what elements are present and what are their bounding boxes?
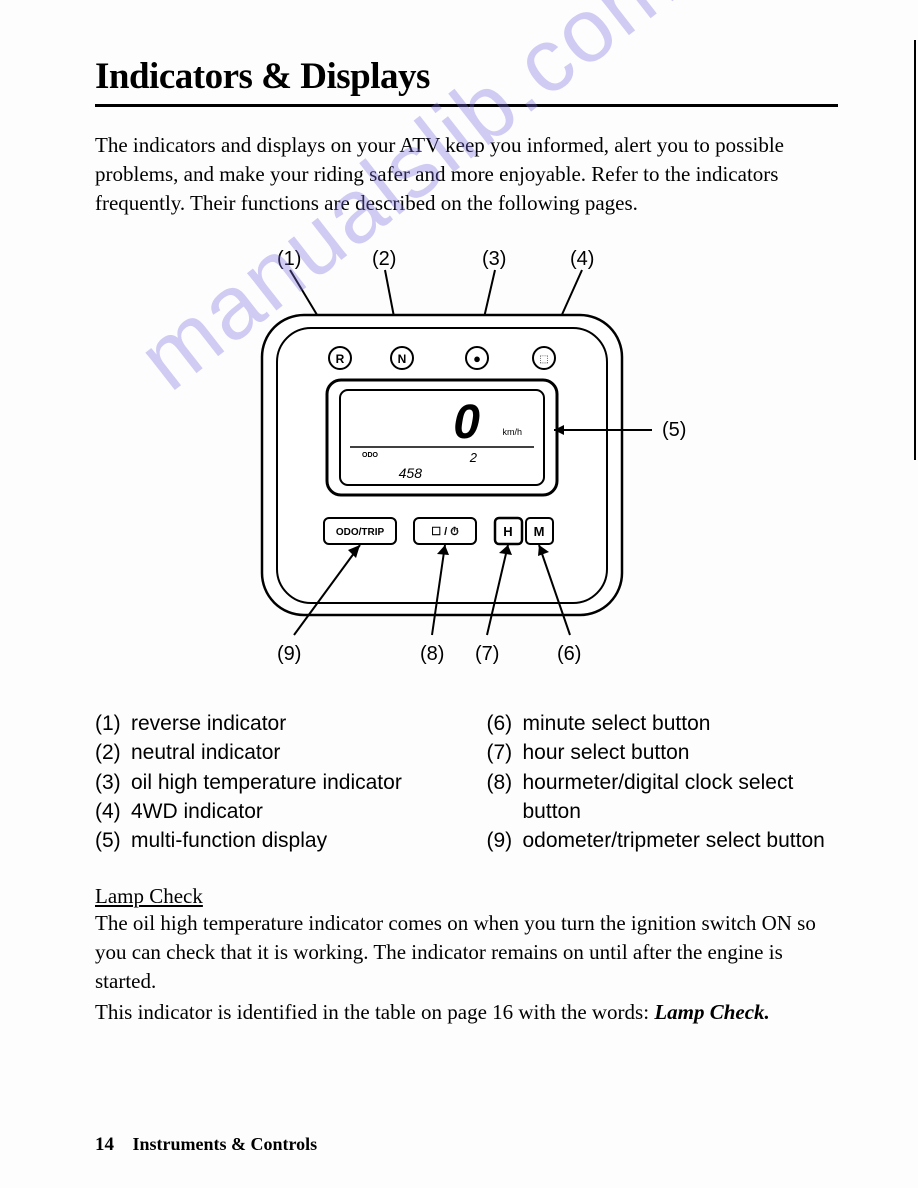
- legend-num: (6): [487, 709, 523, 738]
- legend-num: (4): [95, 797, 131, 826]
- legend-text: oil high temperature indicator: [131, 768, 447, 797]
- legend-item: (8)hourmeter/digital clock select button: [487, 768, 839, 827]
- legend-item: (7)hour select button: [487, 738, 839, 767]
- lcd-inner: [340, 390, 544, 485]
- page-footer: 14 Instruments & Controls: [95, 1134, 317, 1156]
- manual-page: manualslib.com Indicators & Displays The…: [0, 0, 918, 1188]
- neutral-indicator-glyph: N: [397, 352, 406, 366]
- legend-num: (2): [95, 738, 131, 767]
- callout-3: (3): [482, 248, 506, 270]
- legend-right-column: (6)minute select button (7)hour select b…: [487, 709, 839, 856]
- lcd-odo-label: ODO: [362, 452, 379, 459]
- legend-text: odometer/tripmeter select button: [523, 826, 839, 855]
- legend-num: (1): [95, 709, 131, 738]
- legend-item: (6)minute select button: [487, 709, 839, 738]
- legend-item: (1)reverse indicator: [95, 709, 447, 738]
- diagram-container: (1) (2) (3) (4) R N ● ⬚: [95, 240, 838, 685]
- legend-text: hourmeter/digital clock select button: [523, 768, 839, 827]
- footer-section: Instruments & Controls: [133, 1134, 318, 1154]
- legend-num: (9): [487, 826, 523, 855]
- lcd-clock: 458: [398, 465, 422, 481]
- legend-item: (3)oil high temperature indicator: [95, 768, 447, 797]
- callout-2: (2): [372, 248, 396, 270]
- legend-text: neutral indicator: [131, 738, 447, 767]
- oil-temp-indicator-glyph: ●: [473, 351, 481, 366]
- callout-9: (9): [277, 643, 301, 665]
- scan-edge-artifact: [914, 40, 916, 460]
- legend-num: (7): [487, 738, 523, 767]
- lcd-unit: km/h: [502, 427, 522, 437]
- legend-text: multi-function display: [131, 826, 447, 855]
- lcd-odo-value: 2: [468, 450, 477, 465]
- legend-left-column: (1)reverse indicator (2)neutral indicato…: [95, 709, 447, 856]
- callout-8: (8): [420, 643, 444, 665]
- legend-text: minute select button: [523, 709, 839, 738]
- reverse-indicator-glyph: R: [335, 352, 344, 366]
- legend-item: (4)4WD indicator: [95, 797, 447, 826]
- minute-button-label: M: [533, 524, 544, 539]
- title-rule: [95, 104, 838, 107]
- lcd-main-digit: 0: [453, 396, 480, 449]
- hour-button-label: H: [503, 524, 512, 539]
- instrument-cluster-diagram: (1) (2) (3) (4) R N ● ⬚: [222, 240, 712, 680]
- legend-num: (3): [95, 768, 131, 797]
- callout-5: (5): [662, 419, 686, 441]
- odo-trip-label: ODO/TRIP: [335, 527, 384, 538]
- lamp-check-p2: This indicator is identified in the tabl…: [95, 998, 838, 1027]
- intro-paragraph: The indicators and displays on your ATV …: [95, 131, 838, 218]
- lamp-check-p1: The oil high temperature indicator comes…: [95, 909, 838, 996]
- legend-item: (2)neutral indicator: [95, 738, 447, 767]
- legend-text: 4WD indicator: [131, 797, 447, 826]
- callout-4: (4): [570, 248, 594, 270]
- legend-num: (8): [487, 768, 523, 827]
- lamp-check-heading: Lamp Check: [95, 884, 838, 909]
- callout-7: (7): [475, 643, 499, 665]
- lamp-check-p2a: This indicator is identified in the tabl…: [95, 1000, 654, 1024]
- legend-text: reverse indicator: [131, 709, 447, 738]
- legend-num: (5): [95, 826, 131, 855]
- page-title: Indicators & Displays: [95, 55, 838, 98]
- legend-text: hour select button: [523, 738, 839, 767]
- lamp-check-italic: Lamp Check.: [654, 1000, 770, 1024]
- callout-6: (6): [557, 643, 581, 665]
- legend-item: (5)multi-function display: [95, 826, 447, 855]
- page-number: 14: [95, 1134, 114, 1155]
- legend: (1)reverse indicator (2)neutral indicato…: [95, 709, 838, 856]
- clock-select-label: ☐ / ⏱: [431, 525, 459, 538]
- legend-item: (9)odometer/tripmeter select button: [487, 826, 839, 855]
- 4wd-indicator-glyph: ⬚: [539, 354, 548, 365]
- callout-1: (1): [277, 248, 301, 270]
